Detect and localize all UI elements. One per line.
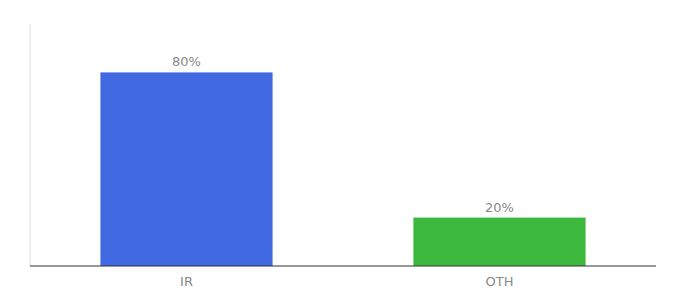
bars [100, 72, 585, 266]
chart-svg: 80% 20% IR OTH [0, 0, 680, 300]
data-label: 80% [172, 54, 201, 69]
bar [413, 218, 585, 266]
chart-container: 80% 20% IR OTH [0, 0, 680, 300]
bar [100, 72, 272, 266]
y-axis-line [30, 24, 31, 266]
data-label: 20% [485, 200, 514, 215]
x-axis-line [30, 266, 656, 267]
x-tick-label: OTH [486, 274, 514, 289]
x-tick-label: IR [180, 274, 193, 289]
